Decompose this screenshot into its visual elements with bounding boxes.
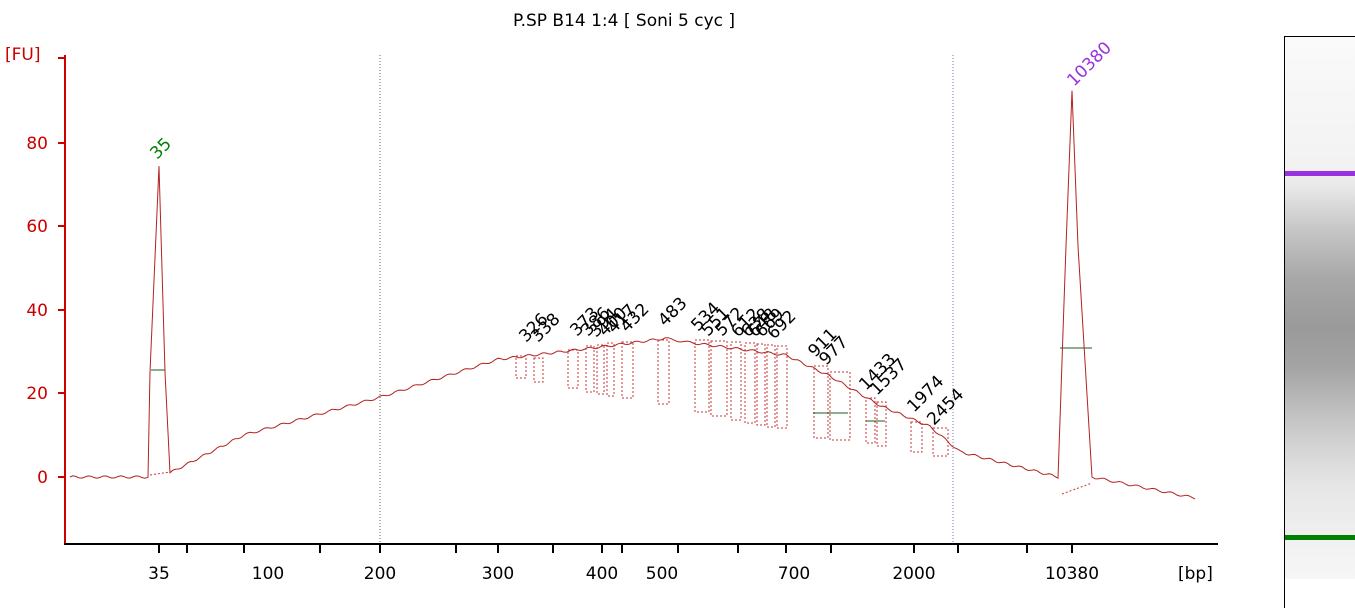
y-tick-label-20: 20 [26,384,48,404]
gel-band-lower-marker [1285,535,1355,540]
peak-box [657,339,670,405]
peak-box [910,421,923,453]
y-tick-label-80: 80 [26,134,48,154]
gel-lane [1285,37,1355,579]
peak-box [621,341,634,399]
x-tick-label-100: 100 [252,564,284,584]
chart-title: P.SP B14 1:4 [ Soni 5 cyc ] [513,11,735,31]
peak-box [606,342,615,397]
x-tick-label-400: 400 [586,564,618,584]
peak-box [596,344,605,395]
x-tick-label-200: 200 [364,564,396,584]
peak-box [813,365,829,439]
gel-band-upper-marker [1285,171,1355,176]
peak-box [710,340,728,417]
y-unit-label: [FU] [5,45,41,65]
x-unit-label: [bp] [1178,564,1213,584]
peak-box [876,401,887,447]
peak-baseline [149,471,171,476]
peak-box [744,342,756,424]
electropherogram-trace [69,90,1196,500]
peak-box [829,371,851,441]
peak-baseline [1061,482,1093,495]
peak-box [585,345,595,393]
marker-label-upper: 10380 [1063,38,1115,90]
x-axis-ticks: 35 100 200 300 400 500 700 2000 10380 [148,544,1099,584]
x-tick-label-10380: 10380 [1045,564,1099,584]
peak-integration-boxes [149,339,1093,495]
y-axis-ticks: 0 20 40 60 80 [26,57,66,488]
y-tick-label-60: 60 [26,217,48,237]
x-tick-label-500: 500 [646,564,678,584]
y-tick-label-0: 0 [37,468,48,488]
peak-label: 483 [654,293,691,330]
peak-box [515,355,527,379]
marker-label-lower: 35 [146,134,175,163]
gel-image-panel [1284,36,1355,608]
y-tick-label-40: 40 [26,301,48,321]
peak-box [756,343,766,426]
peak-box [766,344,776,428]
peak-box [533,357,544,383]
x-tick-label-300: 300 [482,564,514,584]
x-tick-label-35: 35 [148,564,170,584]
peak-size-labels: 326 338 373 386 394 400 417 432 483 534 … [515,293,968,429]
x-tick-label-700: 700 [778,564,810,584]
electropherogram-chart: P.SP B14 1:4 [ Soni 5 cyc ] [FU] [bp] 0 … [5,11,1218,584]
peak-box [694,339,710,413]
peak-box [730,341,742,421]
peak-center-marks [151,347,1092,422]
x-tick-label-2000: 2000 [892,564,935,584]
peak-box [567,349,579,389]
peak-box [776,345,788,429]
